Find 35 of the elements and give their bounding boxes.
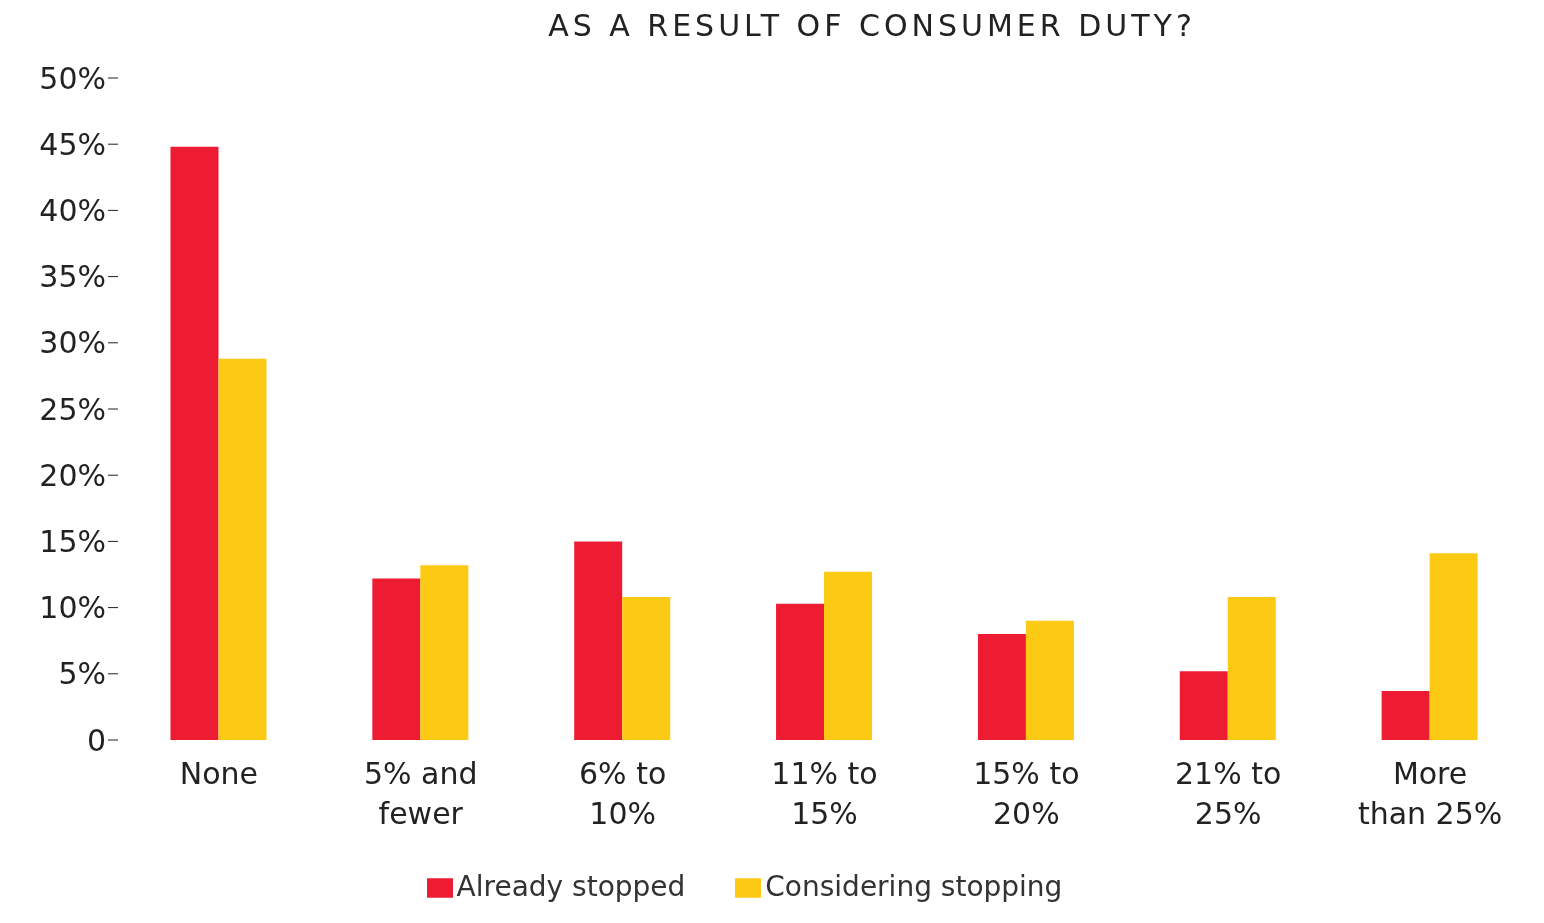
x-tick-label: 11% to 15% <box>771 756 878 831</box>
bar <box>170 146 219 740</box>
bar <box>218 358 267 740</box>
x-tick-label: 21% to 25% <box>1175 756 1282 831</box>
x-tick-label: 15% to 20% <box>973 756 1080 831</box>
bar <box>574 541 623 740</box>
y-tick-label: 40% <box>39 193 106 229</box>
bar <box>824 571 873 740</box>
x-tick-label: None <box>179 756 259 791</box>
x-tick-label: 6% to 10% <box>579 756 667 831</box>
bar <box>622 597 671 740</box>
legend-label: Already stopped <box>456 870 686 903</box>
y-tick-label: 45% <box>39 126 106 162</box>
y-tick-label: 50% <box>39 60 106 96</box>
bar <box>420 565 469 740</box>
bar <box>1179 671 1228 740</box>
legend-label: Considering stopping <box>765 870 1063 903</box>
y-tick-label: 5% <box>58 656 106 692</box>
y-tick-label: 20% <box>39 457 106 493</box>
y-tick-label: 25% <box>39 391 106 427</box>
y-tick-label: 35% <box>39 259 106 295</box>
bar <box>372 578 421 740</box>
x-tick-label: 5% and fewer <box>364 756 478 831</box>
bar <box>1381 691 1430 740</box>
y-tick-label: 30% <box>39 325 106 361</box>
bar <box>977 634 1026 740</box>
x-tick-label: More than 25% <box>1357 756 1503 831</box>
y-tick-label: 15% <box>39 524 106 560</box>
y-tick-label: 10% <box>39 590 106 626</box>
bar <box>776 603 825 740</box>
y-tick-label: 0 <box>86 722 106 758</box>
chart-title: AS A RESULT OF CONSUMER DUTY? <box>547 8 1197 45</box>
bar <box>1025 620 1074 740</box>
bar <box>1227 597 1276 740</box>
bar <box>1429 553 1478 740</box>
